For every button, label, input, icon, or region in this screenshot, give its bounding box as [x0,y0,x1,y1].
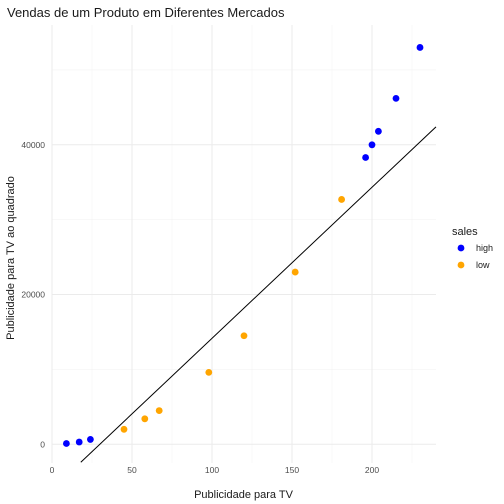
legend-title: sales [452,226,478,238]
data-point-low [155,407,163,414]
y-tick-label: 20000 [21,290,45,300]
y-tick-label: 40000 [21,140,45,150]
data-point-high [63,440,70,447]
data-point-high [362,154,369,161]
legend-label-low: low [476,260,490,270]
data-point-low [141,415,149,423]
data-point-low [240,332,248,340]
legend: sales high low [452,226,493,270]
data-point-low [291,268,299,276]
data-point-high [375,127,382,135]
data-point-high [392,94,400,102]
data-point-low [205,369,213,376]
trend-line-group [80,126,437,463]
y-axis-title: Publicidade para TV ao quadrado [5,176,17,340]
y-tick-label: 0 [40,439,45,449]
data-point-high [368,141,376,149]
chart-title: Vendas de um Produto em Diferentes Merca… [7,5,285,20]
x-axis-title: Publicidade para TV [194,489,294,501]
x-tick-label: 50 [127,465,137,475]
trend-line [80,126,437,463]
x-tick-label: 150 [285,465,299,475]
data-point-low [338,196,345,203]
grid [51,25,436,463]
data-point-high [87,436,94,443]
x-tick-label: 100 [205,465,219,475]
x-tick-label: 0 [50,465,55,475]
y-axis-ticks: 0 20000 40000 [21,140,45,449]
data-point-high [75,438,83,446]
data-points [63,44,424,447]
x-tick-label: 200 [365,465,379,475]
legend-key-low [457,261,465,269]
data-point-low [120,425,128,433]
data-point-high [416,44,424,51]
legend-key-high [457,244,465,252]
legend-label-high: high [476,243,493,253]
x-axis-ticks: 0 50 100 150 200 [50,465,380,475]
